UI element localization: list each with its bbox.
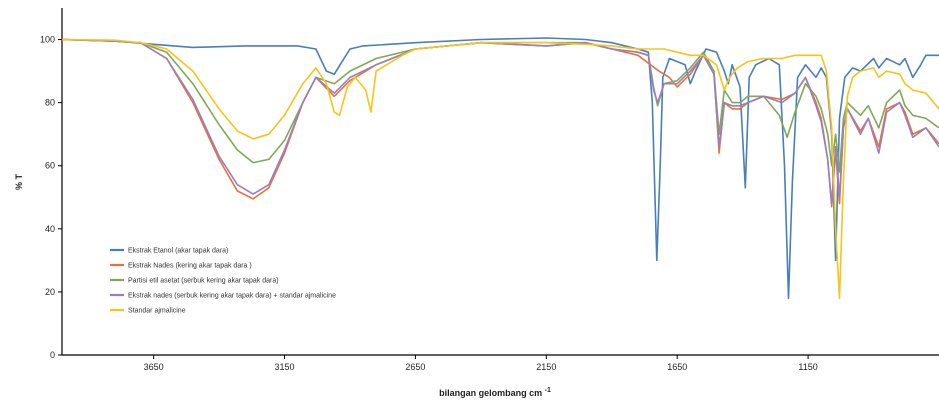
y-tick-label: 20 — [45, 287, 55, 297]
legend: Ekstrak Etanol (akar tapak dara) Ekstrak … — [110, 248, 336, 315]
series-line-1 — [61, 37, 939, 299]
x-tick-label: 1150 — [798, 362, 817, 372]
legend-label-1: Ekstrak Etanol (akar tapak dara) — [128, 248, 228, 255]
series-line-5 — [61, 38, 939, 299]
x-tick-label: 2150 — [536, 362, 556, 372]
series-line-4 — [61, 38, 939, 205]
x-axis-title: bilangan gelombang cm -1 — [439, 387, 551, 398]
series-layer — [61, 37, 939, 299]
plot-area: 0 20 40 60 80 100 3650 3150 2650 2150 1650 1150 — [40, 8, 939, 372]
legend-label-4: Ekstrak nades (serbuk kering akar tapak … — [128, 293, 336, 300]
series-line-2 — [61, 38, 939, 208]
y-axis-title: % T — [14, 174, 24, 191]
y-tick-label: 80 — [45, 98, 55, 108]
y-tick-label: 100 — [40, 35, 55, 45]
y-tick-label: 40 — [45, 224, 55, 234]
y-tick-label: 0 — [50, 350, 55, 360]
y-tick-label: 60 — [45, 161, 55, 171]
x-tick-label: 3650 — [144, 362, 164, 372]
legend-label-5: Standar ajmalicine — [128, 308, 186, 315]
x-tick-label: 2650 — [405, 362, 425, 372]
y-ticks: 0 20 40 60 80 100 — [40, 35, 62, 360]
x-axis-title-text: bilangan gelombang cm — [439, 388, 542, 398]
x-tick-label: 3150 — [275, 362, 295, 372]
x-tick-label: 1650 — [667, 362, 687, 372]
legend-label-2: Ekstrak Nades (kering akar tapak dara ) — [128, 263, 252, 270]
x-axis-title-superscript: -1 — [545, 387, 551, 394]
legend-label-3: Partisi etil asetat (serbuk kering akar … — [128, 278, 279, 285]
x-ticks: 3650 3150 2650 2150 1650 1150 — [144, 355, 818, 372]
